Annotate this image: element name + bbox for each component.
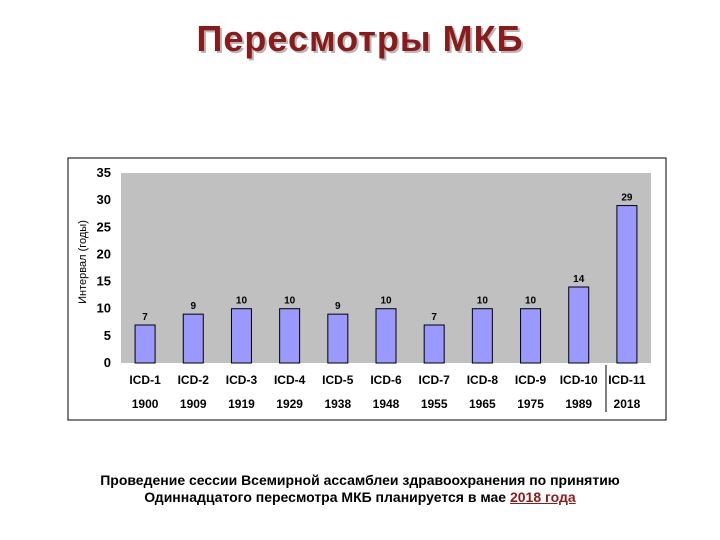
bar: [520, 308, 542, 364]
slide-title: Пересмотры МКБ: [196, 18, 524, 59]
x-tick-label: ICD-6: [370, 373, 402, 387]
data-label: 7: [142, 312, 148, 323]
y-tick-label: 20: [97, 246, 111, 261]
y-axis-ticks: 0 5 10 15 20 25 30 35: [97, 165, 111, 370]
bar: [568, 286, 590, 364]
x-tick-label: ICD-2: [178, 373, 210, 387]
data-label: 9: [335, 301, 341, 312]
bar: [327, 313, 349, 364]
data-label: 29: [621, 193, 633, 204]
x-tick-label: ICD-3: [226, 373, 258, 387]
bars: [134, 205, 638, 364]
y-tick-label: 30: [97, 192, 111, 207]
caption-date-link[interactable]: 2018 года: [509, 489, 576, 505]
y-tick-label: 15: [97, 274, 111, 289]
data-label: 10: [477, 296, 489, 307]
y-tick-label: 25: [97, 219, 111, 234]
x-year-label: 1909: [180, 397, 207, 411]
x-tick-label: ICD-8: [467, 373, 499, 387]
x-tick-label: ICD-4: [274, 373, 306, 387]
y-tick-label: 10: [97, 301, 111, 316]
data-labels: 7 9 10 10 9 10 7 10 10 14 29: [142, 193, 633, 323]
caption: Проведение сессии Всемирной ассамблеи зд…: [40, 472, 680, 506]
y-tick-label: 0: [104, 355, 111, 370]
x-year-label: 1900: [132, 397, 159, 411]
x-year-label: 1938: [324, 397, 351, 411]
caption-line-1: Проведение сессии Всемирной ассамблеи зд…: [100, 472, 620, 488]
x-year-label: 1948: [373, 397, 400, 411]
bar: [471, 308, 493, 364]
x-tick-label: ICD-7: [419, 373, 451, 387]
caption-line-2: Одиннадцатого пересмотра МКБ планируется…: [40, 489, 680, 506]
x-tick-label: ICD-1: [129, 373, 161, 387]
x-axis-years: 1900 1909 1919 1929 1938 1948 1955 1965 1975 1989…: [132, 397, 641, 411]
x-tick-label: ICD-9: [515, 373, 547, 387]
caption-line-2-text: Одиннадцатого пересмотра МКБ планируется…: [144, 489, 510, 505]
y-tick-label: 5: [104, 328, 111, 343]
bar: [134, 324, 156, 364]
bar: [230, 308, 252, 364]
data-label: 10: [380, 296, 392, 307]
y-tick-label: 35: [97, 165, 111, 180]
data-label: 7: [431, 312, 437, 323]
x-year-label: 2018: [614, 397, 641, 411]
x-year-label: 1975: [517, 397, 544, 411]
data-label: 10: [525, 296, 537, 307]
x-tick-label: ICD-11: [608, 373, 646, 387]
x-year-label: 1919: [228, 397, 255, 411]
x-axis-categories: ICD-1 ICD-2 ICD-3 ICD-4 ICD-5 ICD-6 ICD-7 ICD-8…: [129, 373, 645, 387]
bar: [182, 313, 204, 364]
x-tick-label: ICD-10: [560, 373, 598, 387]
data-label: 10: [236, 296, 248, 307]
y-axis-label: Интервал (годы): [77, 220, 89, 304]
x-year-label: 1989: [565, 397, 592, 411]
data-label: 14: [573, 274, 585, 285]
bar: [279, 308, 301, 364]
bar: [616, 205, 638, 364]
x-year-label: 1929: [276, 397, 303, 411]
bar: [423, 324, 445, 364]
x-tick-label: ICD-5: [322, 373, 354, 387]
bar: [375, 308, 397, 364]
x-year-label: 1965: [469, 397, 496, 411]
data-label: 10: [284, 296, 296, 307]
x-year-label: 1955: [421, 397, 448, 411]
data-label: 9: [190, 301, 196, 312]
